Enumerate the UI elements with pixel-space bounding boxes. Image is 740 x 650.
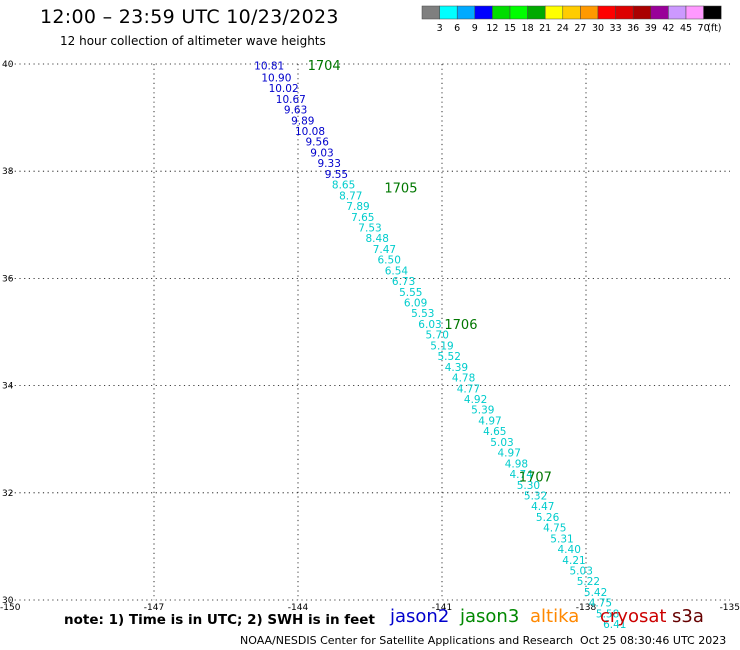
wave-height-value: 10.08 — [295, 126, 325, 138]
color-scale-label: 30 — [592, 23, 604, 34]
lon-tick-label: -147 — [144, 603, 164, 613]
color-scale-label: 33 — [610, 23, 622, 34]
wave-height-value: 9.55 — [325, 169, 348, 181]
wave-height-value: 4.97 — [498, 448, 521, 460]
wave-height-value: 8.48 — [366, 233, 389, 245]
wave-height-value: 7.53 — [358, 222, 381, 234]
lat-tick-label: 32 — [2, 489, 13, 499]
color-scale-label: 24 — [557, 23, 569, 34]
lon-tick-label: -135 — [720, 603, 740, 613]
lon-tick-label: -144 — [288, 603, 309, 613]
wave-height-value: 8.65 — [332, 180, 355, 192]
color-scale-label: 12 — [486, 23, 498, 34]
wave-height-value: 5.03 — [490, 437, 513, 449]
color-scale-label: 70 — [698, 23, 710, 34]
wave-height-value: 6.03 — [418, 319, 441, 331]
legend-jason2: jason2 — [390, 606, 450, 627]
color-scale-label: 39 — [645, 23, 657, 34]
color-scale-unit: (ft) — [707, 23, 721, 34]
pass-time-label: 1704 — [308, 59, 341, 74]
wave-height-value: 10.81 — [254, 61, 284, 73]
wave-height-value: 4.78 — [452, 373, 475, 385]
wave-height-value: 7.89 — [346, 201, 369, 213]
color-scale-label: 6 — [454, 23, 460, 34]
wave-height-value: 5.32 — [524, 490, 547, 502]
color-scale-label: 9 — [472, 23, 478, 34]
wave-height-value: 4.65 — [483, 426, 506, 438]
wave-height-value: 4.75 — [543, 523, 566, 535]
wave-height-value: 9.56 — [306, 137, 330, 149]
credit-timestamp: Oct 25 08:30:46 UTC 2023 — [580, 634, 727, 647]
pass-time-label: 1706 — [444, 318, 477, 333]
color-scale-label: 21 — [539, 23, 551, 34]
color-scale-label: 3 — [437, 23, 443, 34]
wave-height-value: 9.63 — [284, 105, 307, 117]
wave-height-value: 4.98 — [505, 458, 528, 470]
wave-height-value: 4.75 — [589, 598, 612, 610]
lon-tick-label: -138 — [576, 603, 597, 613]
color-scale-label: 18 — [522, 23, 534, 34]
color-scale-legend: 3 6 9 12 15 18 21 24 27 30 33 36 39 42 45 70(ft) — [421, 5, 722, 34]
wave-height-value: 6.09 — [404, 298, 427, 310]
lat-tick-label: 38 — [2, 167, 14, 177]
wave-height-value: 5.30 — [517, 480, 540, 492]
wave-height-value: 5.31 — [550, 533, 573, 545]
wave-height-value: 5.58 — [596, 608, 619, 620]
lat-tick-label: 30 — [2, 596, 14, 606]
wave-height-value: 4.39 — [445, 362, 468, 374]
wave-height-value: 5.53 — [411, 308, 434, 320]
wave-height-value: 5.26 — [536, 512, 560, 524]
wave-height-value: 5.19 — [430, 340, 453, 352]
lat-tick-label: 40 — [2, 60, 14, 70]
credit-agency: NOAA/NESDIS Center for Satellite Applica… — [240, 634, 574, 647]
wave-height-value: 4.21 — [562, 555, 585, 567]
lat-tick-label: 34 — [2, 382, 14, 392]
color-scale-label: 45 — [680, 23, 692, 34]
wave-height-value: 4.77 — [457, 383, 480, 395]
pass-time-label: 1705 — [384, 181, 417, 196]
wave-height-value: 4.92 — [464, 394, 487, 406]
wave-height-value: 4.97 — [478, 415, 501, 427]
wave-height-value: 6.73 — [392, 276, 415, 288]
color-swatch — [703, 5, 722, 20]
color-scale-label: 27 — [574, 23, 586, 34]
lat-tick-label: 36 — [2, 274, 14, 284]
wave-height-value: 7.65 — [351, 212, 374, 224]
wave-height-value: 5.39 — [471, 405, 494, 417]
page-subtitle: 12 hour collection of altimeter wave hei… — [60, 34, 326, 48]
legend-altika: altika — [530, 606, 580, 627]
footer-note: note: 1) Time is in UTC; 2) SWH is in fe… — [64, 612, 375, 628]
wave-height-value: 5.55 — [399, 287, 422, 299]
wave-height-value: 5.03 — [570, 566, 593, 578]
wave-height-value: 10.67 — [276, 94, 306, 106]
wave-height-value: 6.54 — [385, 265, 409, 277]
wave-height-value: 8.77 — [339, 190, 362, 202]
wave-height-value: 9.89 — [291, 115, 314, 127]
wave-height-value: 9.33 — [318, 158, 341, 170]
color-scale-label: 36 — [627, 23, 639, 34]
wave-height-value: 5.42 — [584, 587, 607, 599]
page-title: 12:00 – 23:59 UTC 10/23/2023 — [40, 6, 339, 28]
pass-time-label: 1707 — [519, 471, 552, 486]
wave-height-value: 4.40 — [558, 544, 581, 556]
wave-height-value: 9.03 — [310, 147, 333, 159]
color-scale-label: 42 — [662, 23, 674, 34]
lon-tick-label: -150 — [0, 603, 21, 613]
wave-height-value: 5.52 — [438, 351, 461, 363]
wave-height-value: 10.02 — [269, 83, 299, 95]
wave-height-value: 6.41 — [603, 619, 626, 631]
lon-tick-label: -141 — [432, 603, 452, 613]
wave-height-value: 6.50 — [378, 255, 401, 267]
wave-height-value: 7.47 — [373, 244, 396, 256]
wave-height-value: 4.74 — [510, 469, 534, 481]
legend-cryosat: cryosat — [600, 606, 667, 627]
wave-height-value: 10.90 — [261, 72, 291, 84]
wave-height-value: 5.22 — [577, 576, 600, 588]
color-scale-label: 15 — [504, 23, 516, 34]
wave-height-value: 4.47 — [531, 501, 554, 513]
legend-s3a: s3a — [672, 606, 704, 627]
legend-jason3: jason3 — [460, 606, 520, 627]
wave-height-value: 5.70 — [426, 330, 449, 342]
